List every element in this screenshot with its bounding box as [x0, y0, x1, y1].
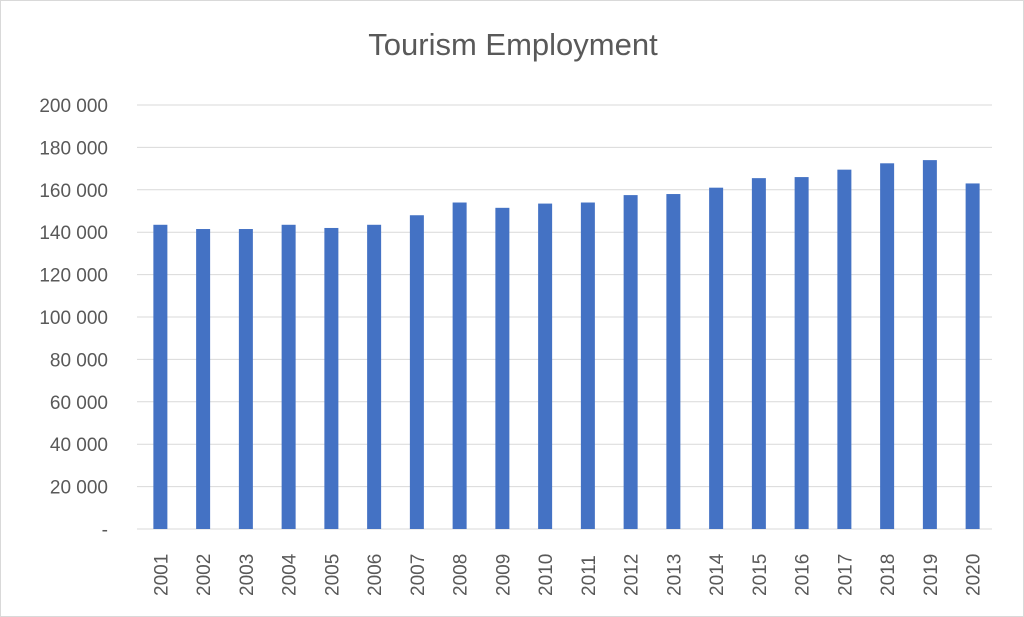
bar-2001: [153, 224, 168, 529]
x-tick-label: 2012: [622, 554, 643, 596]
x-tick-label: 2019: [921, 554, 942, 596]
bar-2015: [751, 178, 766, 529]
bar-2018: [880, 163, 895, 530]
y-tick-label: 160 000: [39, 181, 108, 202]
x-tick-label: 2017: [835, 554, 856, 596]
x-tick-label: 2011: [579, 555, 600, 596]
bar-2005: [324, 227, 339, 529]
bar-2011: [580, 202, 595, 529]
x-tick-label: 2001: [151, 554, 172, 596]
bar-2012: [623, 195, 638, 529]
y-tick-label: 200 000: [39, 96, 108, 117]
x-tick-label: 2002: [194, 554, 215, 596]
bar-2014: [709, 187, 724, 529]
x-tick-label: 2020: [964, 554, 985, 596]
bar-2004: [281, 224, 296, 529]
y-axis-ticks: - 20 000 40 000 60 000 80 000 100 000 120 000 1…: [39, 96, 108, 541]
x-tick-label: 2015: [750, 554, 771, 596]
x-tick-label: 2007: [408, 554, 429, 596]
bar-2010: [538, 203, 553, 529]
y-tick-label: 100 000: [39, 308, 108, 329]
y-tick-label: 180 000: [39, 138, 108, 159]
x-tick-label: 2003: [237, 554, 258, 596]
bar-2016: [794, 177, 809, 529]
y-tick-label: 20 000: [50, 478, 108, 499]
y-tick-label: 120 000: [39, 266, 108, 287]
bar-2002: [196, 229, 211, 529]
bar-2017: [837, 169, 852, 529]
y-tick-label: 140 000: [39, 223, 108, 244]
x-tick-label: 2008: [451, 554, 472, 596]
bar-2006: [367, 224, 382, 529]
x-tick-label: 2005: [322, 554, 343, 596]
bar-2003: [238, 229, 253, 529]
gridlines: [137, 104, 992, 530]
chart-title: Tourism Employment: [368, 27, 658, 62]
y-tick-label: 80 000: [50, 350, 108, 371]
bar-2009: [495, 207, 510, 529]
y-tick-label: 60 000: [50, 393, 108, 414]
y-tick-label: -: [102, 520, 108, 541]
x-axis-ticks: 2001 2002 2003 2004 2005 2006 2007 2008 2009 2010…: [151, 553, 984, 596]
x-tick-label: 2009: [493, 554, 514, 596]
bar-2008: [452, 202, 467, 529]
x-tick-label: 2018: [878, 554, 899, 596]
bar-2007: [409, 215, 424, 530]
bar-2020: [965, 183, 980, 529]
x-tick-label: 2016: [793, 554, 814, 596]
x-tick-label: 2006: [365, 554, 386, 596]
bar-2019: [922, 160, 937, 529]
y-tick-label: 40 000: [50, 435, 108, 456]
bar-2013: [666, 194, 681, 530]
bars: [153, 160, 980, 530]
x-tick-label: 2004: [280, 553, 301, 596]
x-tick-label: 2013: [664, 554, 685, 596]
x-tick-label: 2010: [536, 554, 557, 596]
x-tick-label: 2014: [707, 553, 728, 596]
